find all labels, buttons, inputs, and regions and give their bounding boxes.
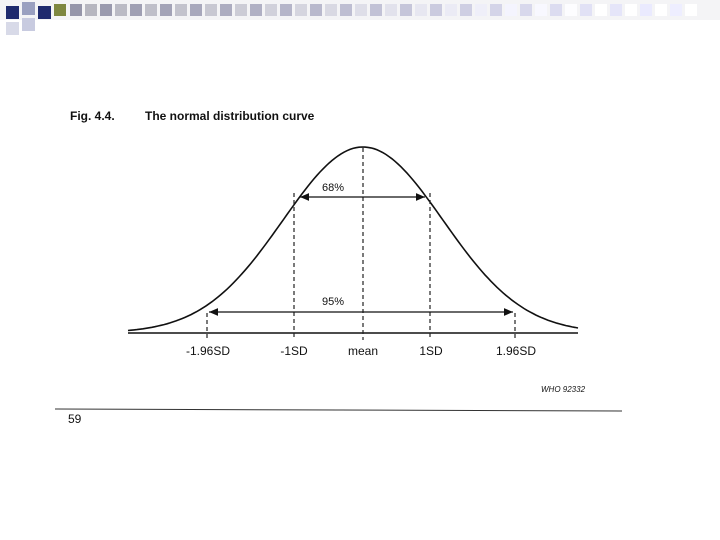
decor-square (235, 4, 247, 16)
decor-square (85, 4, 97, 16)
decor-square (415, 4, 427, 16)
decor-square (160, 4, 172, 16)
curve (127, 146, 579, 332)
decor-square (280, 4, 292, 16)
decor-square (430, 4, 442, 16)
decor-square (655, 4, 667, 16)
decor-square (490, 4, 502, 16)
decor-square (205, 4, 217, 16)
decor-square (115, 4, 127, 16)
axis-label: mean (348, 344, 378, 358)
decor-square (580, 4, 592, 16)
decor-square (460, 4, 472, 16)
decoration (0, 0, 720, 35)
decor-square (385, 4, 397, 16)
decor-square (625, 4, 637, 16)
decor-square (640, 4, 652, 16)
interval-label: 95% (322, 296, 344, 308)
footer-rule (54, 408, 623, 412)
decor-square (145, 4, 157, 16)
decor-square (565, 4, 577, 16)
axis-label: 1.96SD (496, 344, 536, 358)
decor-square (130, 4, 142, 16)
decor-square (295, 4, 307, 16)
decor-square (100, 4, 112, 16)
page-number: 59 (68, 412, 82, 426)
decor-square (250, 4, 262, 16)
decor-square (175, 4, 187, 16)
decor-square (355, 4, 367, 16)
decor-square (400, 4, 412, 16)
decor-square (70, 4, 82, 16)
axis-label: 1SD (419, 344, 443, 358)
decor-square (550, 4, 562, 16)
decor-square (520, 4, 532, 16)
decor-square (220, 4, 232, 16)
decor-square (595, 4, 607, 16)
decor-square (265, 4, 277, 16)
axis-label: -1.96SD (186, 344, 230, 358)
decor-square (340, 4, 352, 16)
figure-number: Fig. 4.4. (70, 109, 115, 123)
decor-square (610, 4, 622, 16)
decor-square (370, 4, 382, 16)
decor-square (325, 4, 337, 16)
axis-label: -1SD (280, 344, 308, 358)
decor-square (445, 4, 457, 16)
decor-square (475, 4, 487, 16)
decor-square (505, 4, 517, 16)
decor-square (670, 4, 682, 16)
decor-square (685, 4, 697, 16)
decor-square (190, 4, 202, 16)
source: WHO 92332 (541, 385, 586, 394)
decor-square (310, 4, 322, 16)
figure-title: The normal distribution curve (145, 109, 315, 123)
figure: Fig. 4.4. The normal distribution curve … (70, 109, 586, 394)
interval-label: 68% (322, 182, 344, 194)
decor-square (535, 4, 547, 16)
